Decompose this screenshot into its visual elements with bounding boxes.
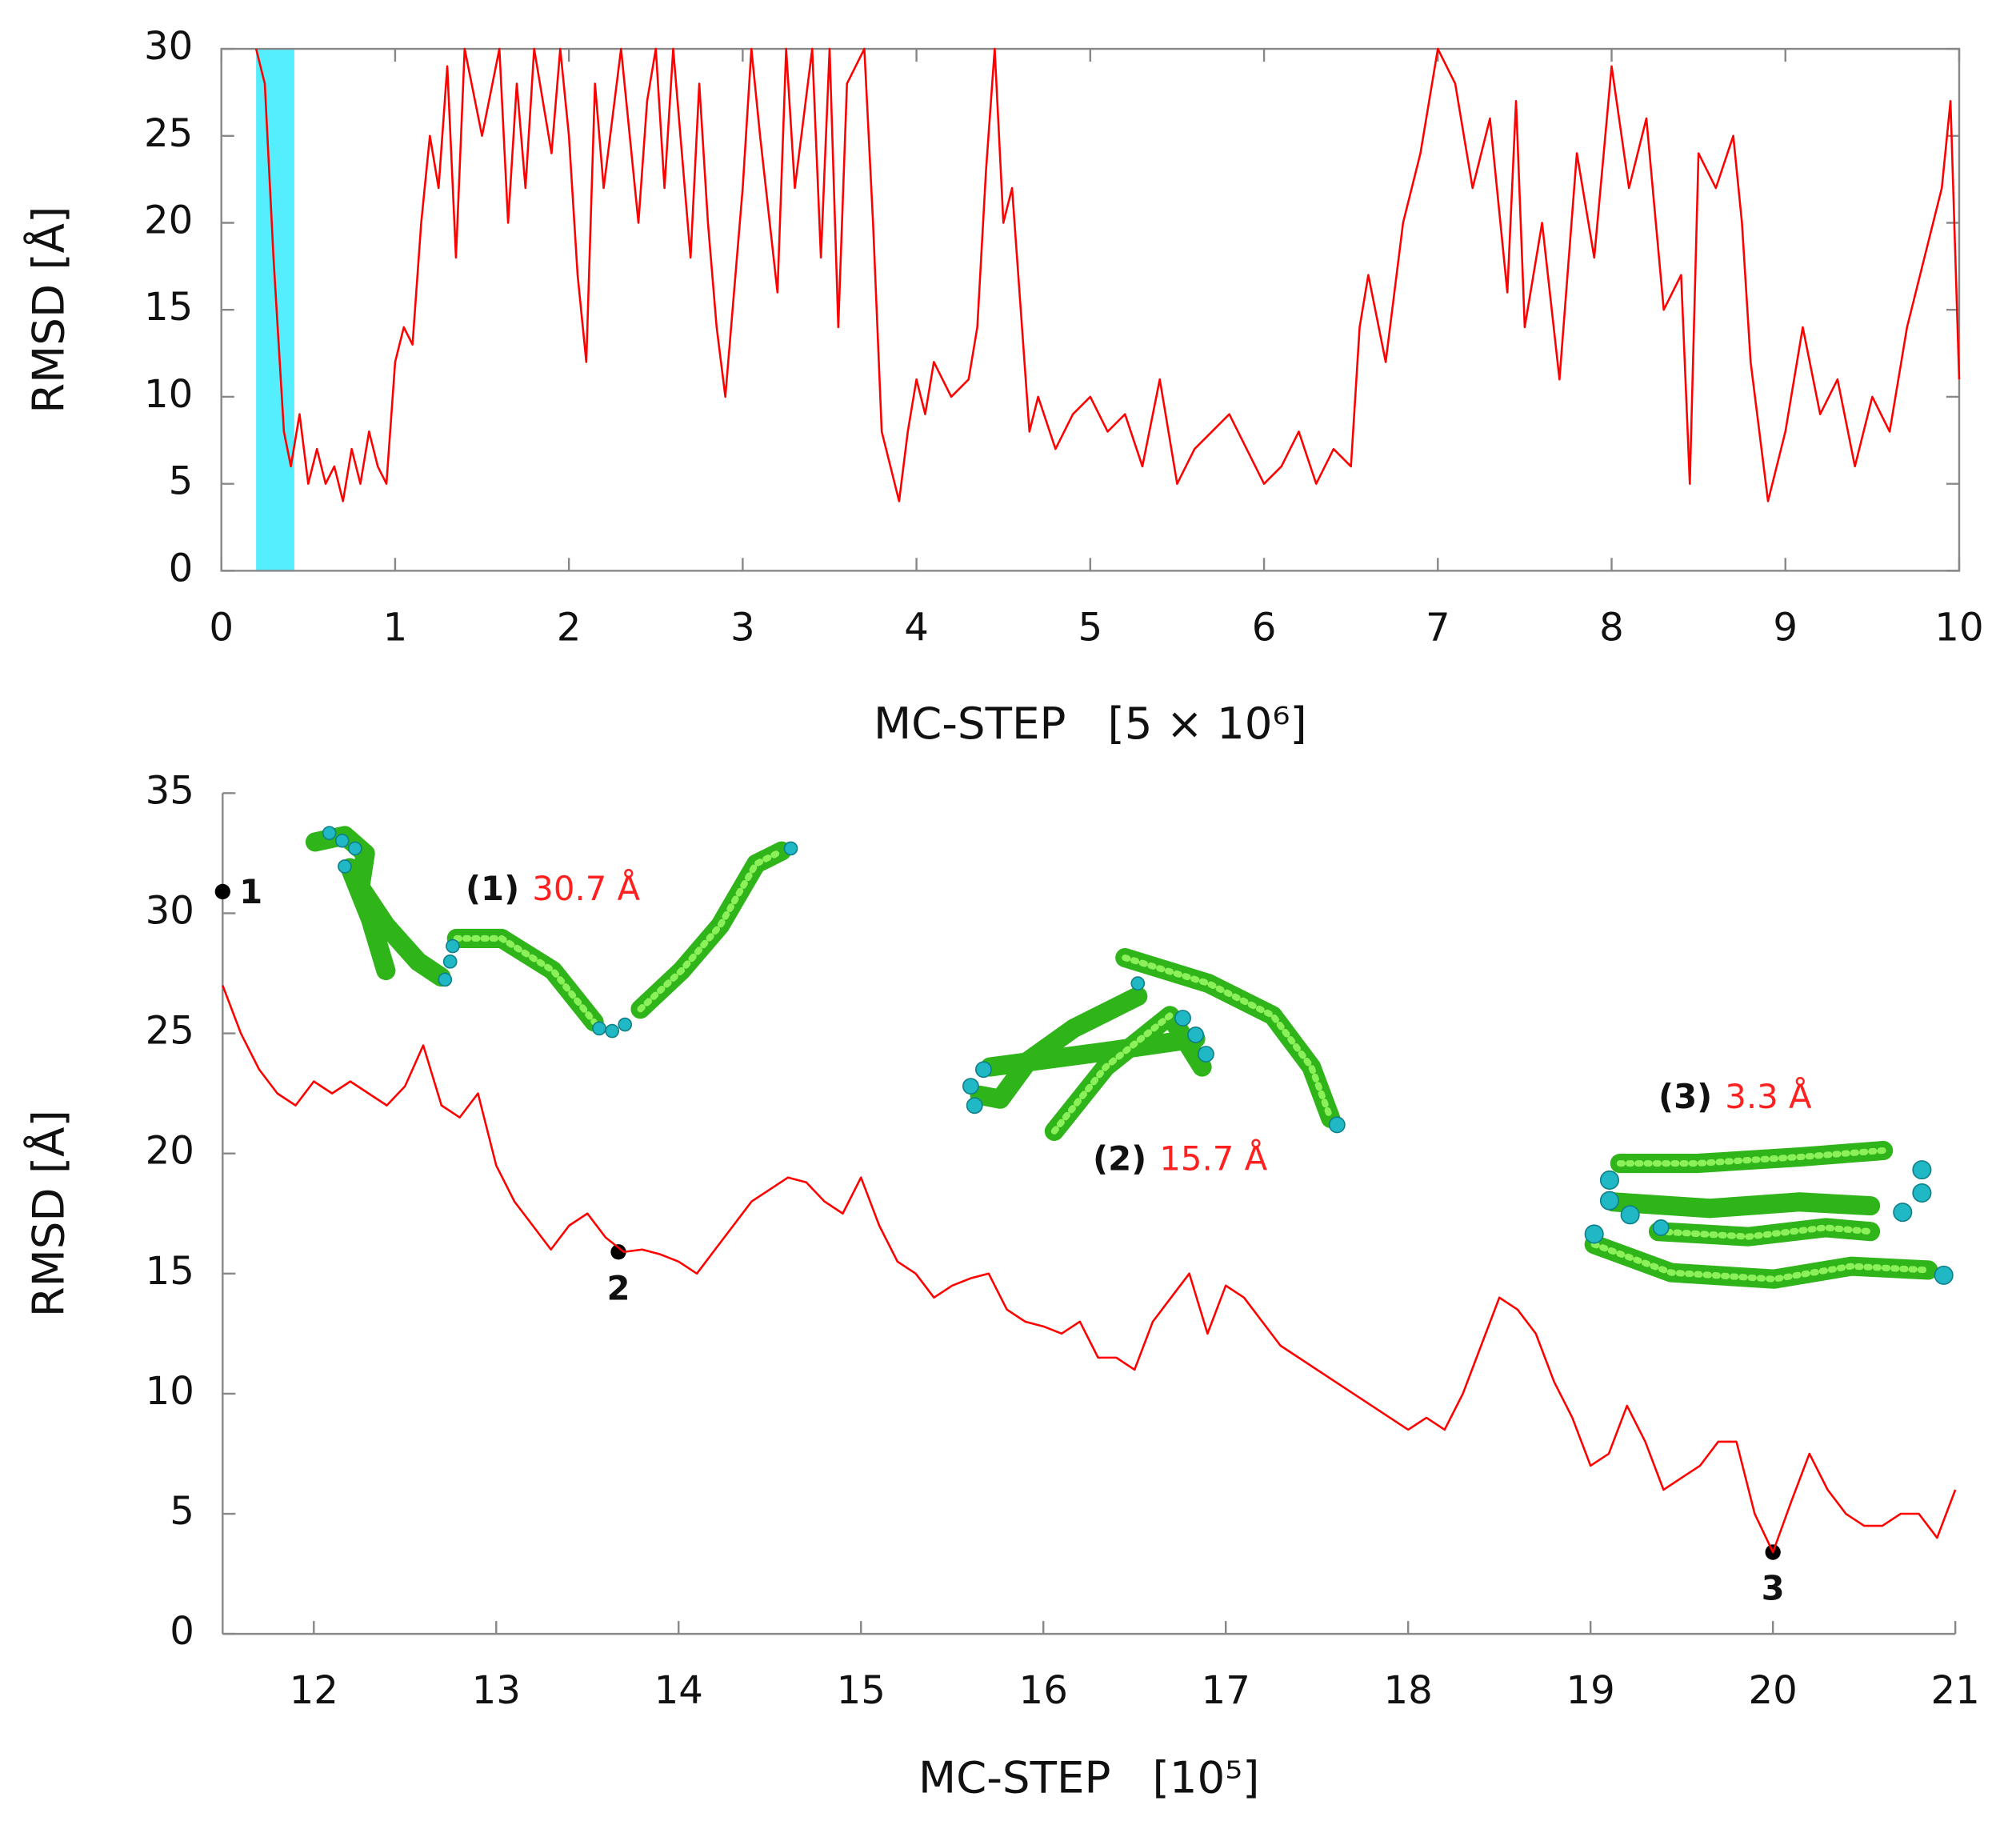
structure-rmsd: 15.7 Å — [1159, 1138, 1267, 1178]
structure-label: (1) — [466, 869, 519, 908]
point-label: 3 — [1762, 1569, 1785, 1608]
x-tick-label: 12 — [290, 1668, 338, 1713]
y-tick-label: 0 — [170, 1609, 194, 1654]
molecule-1 — [305, 826, 798, 1039]
molecule-2 — [962, 947, 1346, 1141]
structure-rmsd: 30.7 Å — [532, 868, 640, 908]
x-tick-label: 8 — [1599, 605, 1624, 650]
x-tick-label: 19 — [1566, 1668, 1615, 1713]
x-tick-label: 15 — [837, 1668, 886, 1713]
x-tick-label: 16 — [1019, 1668, 1068, 1713]
x-axis-label: MC-STEP [10⁵] — [918, 1751, 1259, 1803]
x-axis-label: MC-STEP [5 × 10⁶] — [874, 698, 1307, 749]
highlight-band — [256, 49, 294, 571]
x-tick-label: 6 — [1252, 605, 1277, 650]
structure-label: (2) — [1093, 1139, 1146, 1178]
y-tick-label: 25 — [146, 1009, 194, 1054]
x-tick-label: 14 — [654, 1668, 703, 1713]
x-tick-label: 1 — [383, 605, 408, 650]
y-tick-label: 20 — [144, 198, 193, 242]
x-tick-label: 9 — [1773, 605, 1798, 650]
y-tick-label: 10 — [146, 1369, 194, 1414]
marked-point — [214, 883, 230, 900]
y-tick-label: 15 — [144, 285, 193, 330]
x-tick-label: 5 — [1078, 605, 1102, 650]
x-tick-label: 10 — [1934, 605, 1983, 650]
y-tick-label: 20 — [146, 1129, 194, 1174]
y-tick-label: 30 — [144, 24, 193, 69]
y-tick-label: 25 — [144, 111, 193, 156]
y-tick-label: 10 — [144, 372, 193, 417]
y-tick-label: 30 — [146, 888, 194, 933]
x-tick-label: 13 — [472, 1668, 521, 1713]
x-tick-label: 7 — [1426, 605, 1450, 650]
y-axis-label: RMSD [Å] — [22, 1110, 74, 1317]
y-tick-label: 35 — [146, 768, 194, 813]
structure-rmsd: 3.3 Å — [1725, 1076, 1812, 1116]
data-line — [222, 985, 1957, 1554]
y-tick-label: 0 — [169, 546, 194, 590]
x-tick-label: 20 — [1749, 1668, 1798, 1713]
x-tick-label: 2 — [557, 605, 582, 650]
plot-frame — [220, 47, 1961, 572]
x-tick-label: 17 — [1202, 1668, 1250, 1713]
x-tick-label: 3 — [730, 605, 755, 650]
plot: 0 5 10 15 20 25 30 0 1 2 3 4 5 6 7 8 9 10 RMSD [Å] MC-STEP … — [22, 24, 1984, 749]
y-tick-label: 5 — [170, 1489, 194, 1534]
molecule-3 — [1584, 1140, 1954, 1289]
y-axis-label: RMSD [Å] — [22, 206, 74, 414]
x-tick-label: 0 — [209, 605, 234, 650]
point-label: 1 — [239, 872, 262, 911]
data-line — [254, 47, 1961, 502]
point-label: 2 — [606, 1268, 630, 1307]
x-tick-label: 21 — [1930, 1668, 1979, 1713]
y-tick-label: 15 — [146, 1249, 194, 1294]
x-tick-label: 18 — [1384, 1668, 1433, 1713]
structure-label: (3) — [1658, 1077, 1712, 1116]
x-tick-label: 4 — [904, 605, 929, 650]
marked-point — [610, 1244, 626, 1260]
y-tick-label: 5 — [169, 459, 194, 504]
